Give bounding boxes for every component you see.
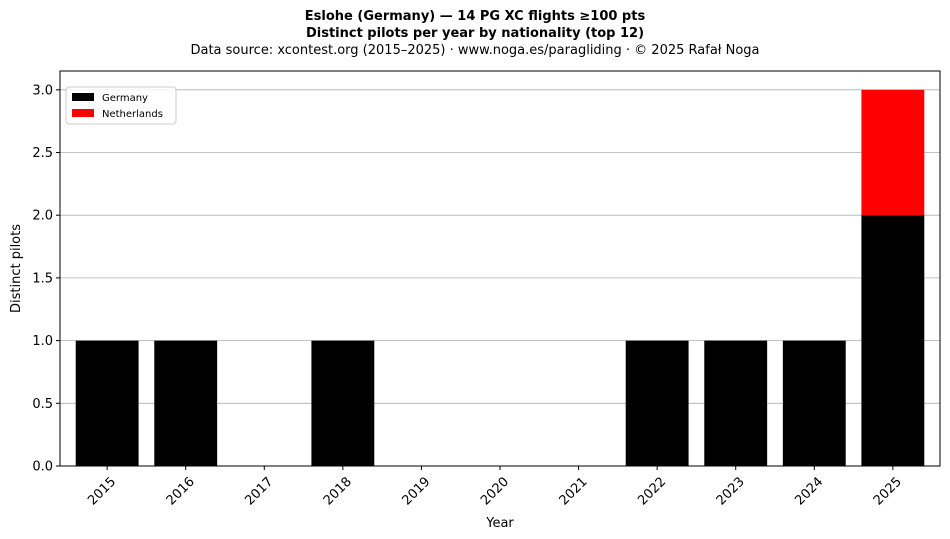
y-tick-label: 0.0 <box>32 460 53 475</box>
y-tick-label: 3.0 <box>32 83 53 98</box>
y-tick-label: 1.0 <box>32 334 53 349</box>
x-tick-label: 2015 <box>85 474 119 508</box>
x-tick-label: 2022 <box>635 474 669 508</box>
bar <box>154 340 218 466</box>
y-axis-label: Distinct pilots <box>9 224 24 313</box>
legend: Germany Netherlands <box>65 86 177 125</box>
y-tick-label: 1.5 <box>32 271 53 286</box>
x-tick-label: 2025 <box>871 474 905 508</box>
x-tick-label: 2021 <box>557 474 591 508</box>
x-axis-ticks: 2015 2016 2017 2018 2019 2020 2021 2022 2023 2024… <box>85 466 905 508</box>
legend-swatch <box>72 109 94 117</box>
x-tick-label: 2017 <box>242 474 276 508</box>
chart-title: Eslohe (Germany) — 14 PG XC flights ≥100… <box>304 9 646 24</box>
legend-swatch <box>72 93 94 101</box>
bar <box>704 340 768 466</box>
y-axis-ticks: 0.0 0.5 1.0 1.5 2.0 2.5 3.0 <box>32 83 60 475</box>
bar <box>625 340 689 466</box>
bar <box>861 215 925 466</box>
legend-label: Netherlands <box>102 109 163 120</box>
bar <box>861 89 925 216</box>
x-axis-label: Year <box>485 516 514 531</box>
bar <box>782 340 846 466</box>
x-tick-label: 2019 <box>399 474 433 508</box>
chart-title-line2: Distinct pilots per year by nationality … <box>305 26 645 41</box>
x-tick-label: 2020 <box>478 474 512 508</box>
x-tick-label: 2023 <box>714 474 748 508</box>
chart-subtitle: Data source: xcontest.org (2015–2025) · … <box>190 43 760 58</box>
y-tick-label: 2.5 <box>32 146 53 161</box>
y-tick-label: 2.0 <box>32 209 53 224</box>
x-tick-label: 2016 <box>164 474 198 508</box>
y-tick-label: 0.5 <box>32 397 53 412</box>
x-tick-label: 2024 <box>792 474 826 508</box>
legend-label: Germany <box>102 93 148 104</box>
chart-title-block: Eslohe (Germany) — 14 PG XC flights ≥100… <box>0 8 950 59</box>
bar <box>75 340 139 466</box>
bars <box>75 89 925 466</box>
bar <box>311 340 375 466</box>
x-tick-label: 2018 <box>321 474 355 508</box>
